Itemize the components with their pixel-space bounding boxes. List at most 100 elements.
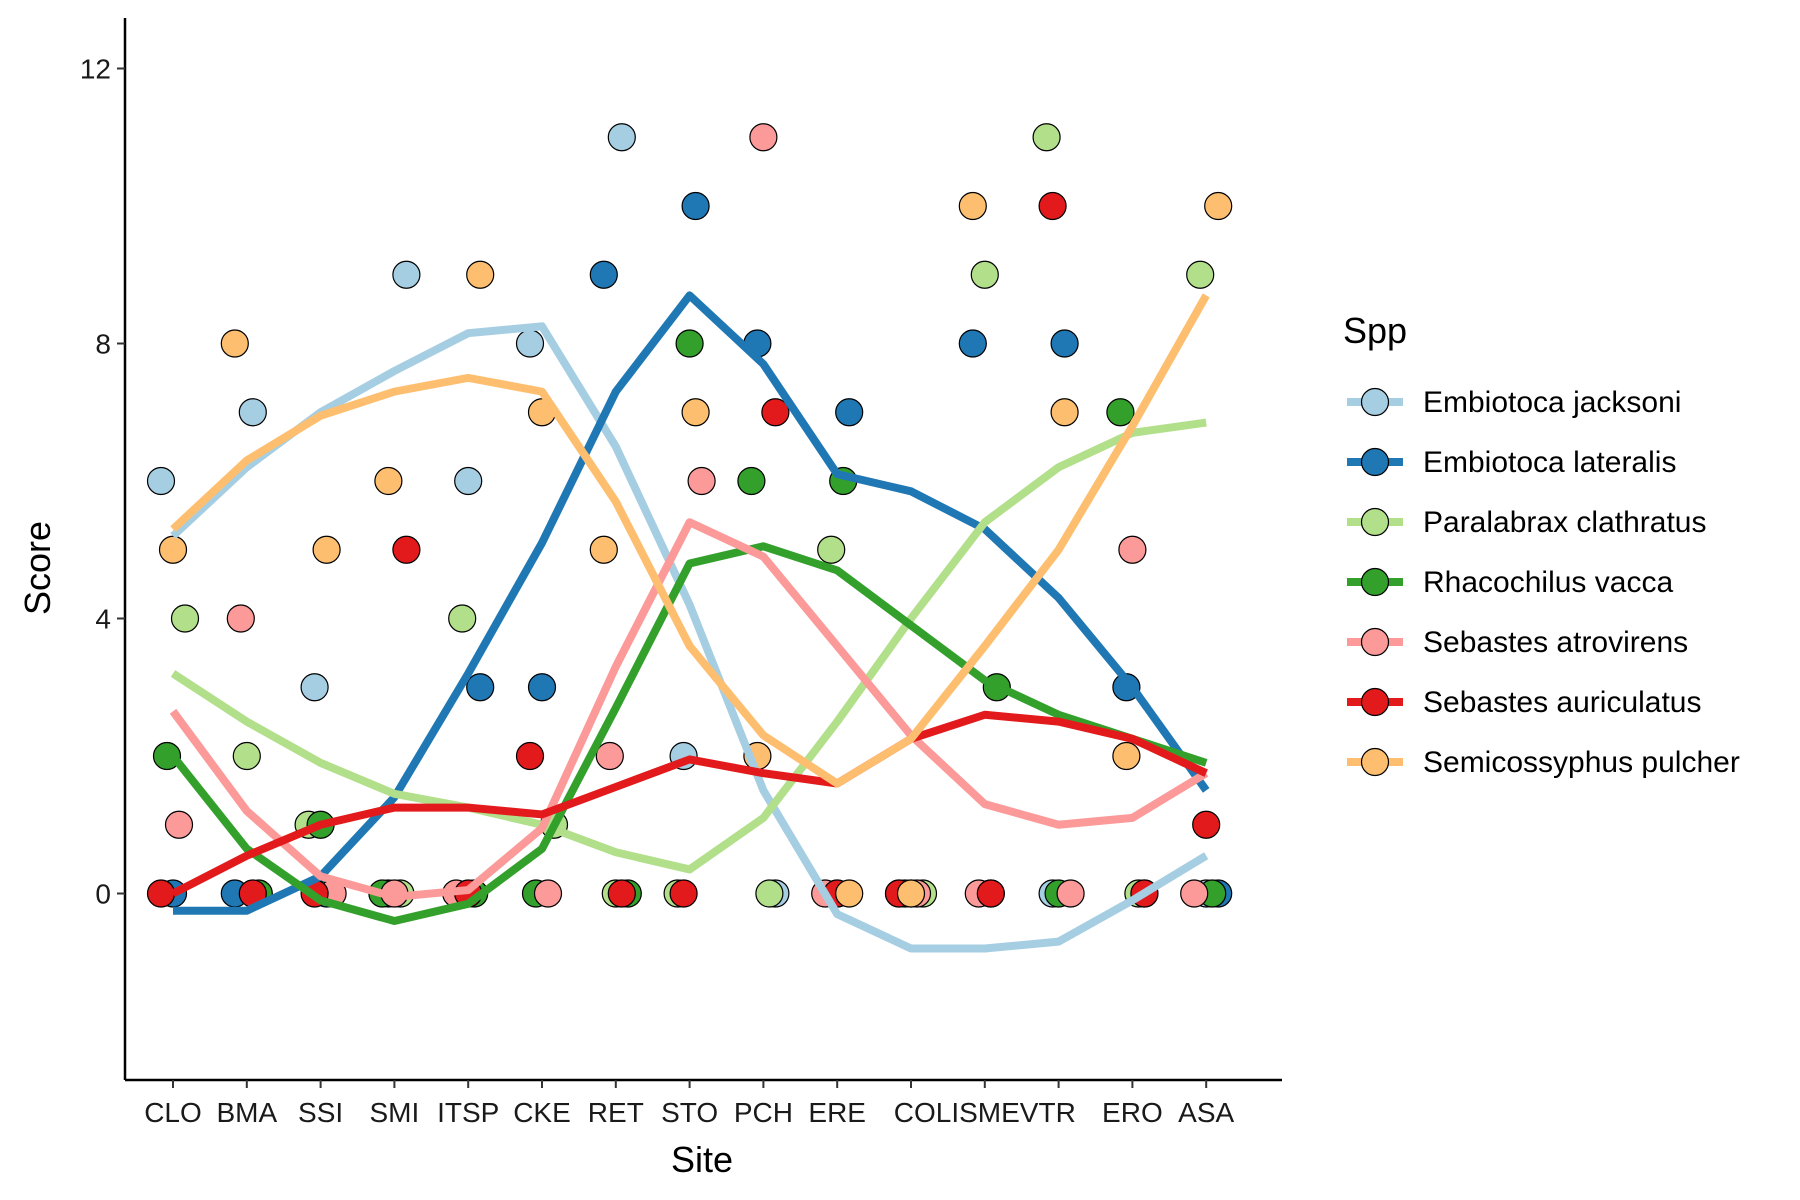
- data-point: [958, 191, 987, 221]
- data-point: [158, 535, 188, 564]
- series-line-4: [169, 518, 1209, 901]
- legend-label: Embiotoca jacksoni: [1423, 386, 1681, 419]
- data-point: [761, 398, 790, 427]
- legend: Spp Embiotoca jacksoni Embiotoca laterali…: [1343, 310, 1740, 779]
- data-point: [527, 673, 557, 702]
- data-point: [835, 879, 864, 908]
- data-point: [835, 398, 864, 427]
- legend-label: Rhacochilus vacca: [1423, 566, 1673, 599]
- points-0: [146, 123, 1221, 908]
- legend-title: Spp: [1343, 310, 1407, 351]
- data-point: [970, 260, 999, 289]
- data-point: [515, 329, 545, 358]
- data-point: [515, 741, 545, 771]
- data-point: [392, 260, 421, 289]
- legend-item-0: Embiotoca jacksoni: [1347, 386, 1681, 419]
- x-tick-label: PCH: [734, 1097, 793, 1128]
- data-point: [164, 810, 194, 839]
- data-point: [392, 535, 421, 564]
- x-tick-label: ERE: [808, 1097, 866, 1128]
- data-point: [958, 329, 987, 358]
- y-tick-label: 8: [95, 329, 111, 360]
- series-line-2: [170, 418, 1207, 874]
- data-point: [170, 604, 200, 633]
- data-point: [220, 329, 249, 358]
- y-tick-label: 0: [95, 879, 111, 910]
- data-point: [817, 535, 846, 564]
- data-point: [1050, 398, 1079, 427]
- legend-item-5: Sebastes auriculatus: [1347, 686, 1702, 719]
- data-point: [300, 673, 329, 702]
- legend-key-point: [1360, 627, 1390, 657]
- data-point: [687, 466, 716, 496]
- data-point: [232, 741, 261, 771]
- data-point: [1204, 191, 1233, 221]
- series-line-0: [170, 322, 1209, 953]
- data-point: [675, 329, 704, 358]
- x-tick-label: ITSP: [437, 1097, 499, 1128]
- legend-item-1: Embiotoca lateralis: [1347, 446, 1676, 479]
- data-point: [1106, 398, 1135, 427]
- x-tick-label: CLO: [144, 1097, 202, 1128]
- chart-marks: [146, 123, 1233, 953]
- data-point: [533, 879, 563, 908]
- data-point: [589, 260, 618, 289]
- legend-item-4: Sebastes atrovirens: [1347, 626, 1688, 659]
- x-tick-label: STO: [661, 1097, 718, 1128]
- data-point: [312, 535, 341, 564]
- points-2: [170, 123, 1215, 908]
- y-tick-label: 12: [80, 54, 111, 85]
- chart-axes: 0 4 8 12 CLO BMA SSI SMI ITSP CKE RET STO PCH ERE COLI…: [80, 18, 1282, 1128]
- x-tick-label: ERO: [1102, 1097, 1163, 1128]
- data-point: [1050, 329, 1079, 358]
- data-point: [607, 123, 636, 152]
- legend-label: Sebastes atrovirens: [1423, 626, 1688, 659]
- data-point: [755, 879, 784, 908]
- data-point: [1192, 810, 1221, 839]
- legend-label: Embiotoca lateralis: [1423, 446, 1676, 479]
- legend-label: Semicossyphus pulcher: [1423, 746, 1740, 779]
- legend-key-point: [1360, 687, 1390, 717]
- data-point: [896, 879, 926, 908]
- data-point: [737, 466, 766, 496]
- series-line-3: [169, 542, 1208, 925]
- data-point: [589, 535, 618, 564]
- data-point: [374, 466, 403, 496]
- y-tick-label: 4: [95, 604, 111, 635]
- data-point: [454, 466, 483, 496]
- data-point: [1180, 879, 1209, 908]
- x-axis-title: Site: [671, 1139, 733, 1180]
- x-tick-label: SMI: [370, 1097, 420, 1128]
- x-tick-label: RET: [588, 1097, 644, 1128]
- data-point: [749, 123, 778, 152]
- x-tick-label: CKE: [513, 1097, 571, 1128]
- data-point: [976, 879, 1005, 908]
- series-line-1: [173, 291, 1210, 915]
- data-point: [1056, 879, 1085, 908]
- data-point: [448, 604, 477, 633]
- x-tick-label: COLISMEVTR: [894, 1097, 1076, 1128]
- x-tick-label: ASA: [1178, 1097, 1234, 1128]
- data-point: [1186, 260, 1215, 289]
- data-point: [466, 673, 495, 702]
- data-point: [1038, 191, 1067, 221]
- data-point: [1112, 741, 1141, 771]
- points-6: [158, 191, 1233, 908]
- y-axis-title: Score: [17, 521, 58, 615]
- legend-key-point: [1360, 447, 1390, 477]
- x-tick-label: SSI: [298, 1097, 343, 1128]
- data-point: [466, 260, 495, 289]
- points-5: [146, 191, 1221, 908]
- data-point: [595, 741, 624, 771]
- x-tick-label: BMA: [216, 1097, 277, 1128]
- data-point: [607, 879, 636, 908]
- legend-item-2: Paralabrax clathratus: [1347, 506, 1706, 539]
- data-point: [146, 466, 176, 496]
- data-point: [146, 879, 176, 908]
- legend-key-point: [1360, 567, 1390, 597]
- data-point: [1118, 535, 1147, 564]
- legend-key-point: [1360, 747, 1390, 777]
- legend-item-3: Rhacochilus vacca: [1347, 566, 1673, 599]
